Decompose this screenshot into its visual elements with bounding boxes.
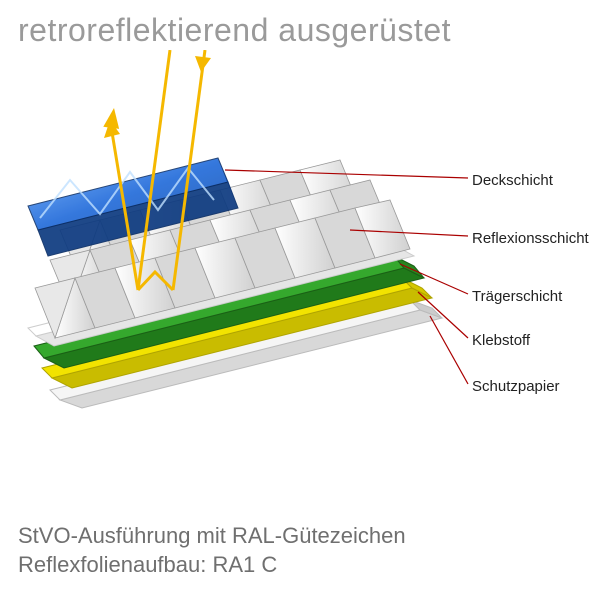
label-traegerschicht: Trägerschicht <box>472 288 562 305</box>
footer-text: StVO-Ausführung mit RAL-Gütezeichen Refl… <box>18 521 406 580</box>
footer-line-2: Reflexfolienaufbau: RA1 C <box>18 550 406 580</box>
label-klebstoff: Klebstoff <box>472 332 530 349</box>
label-reflexionsschicht: Reflexionsschicht <box>472 230 589 247</box>
label-schutzpapier: Schutzpapier <box>472 378 560 395</box>
page-title: retroreflektierend ausgerüstet <box>18 12 451 49</box>
footer-line-1: StVO-Ausführung mit RAL-Gütezeichen <box>18 521 406 551</box>
label-deckschicht: Deckschicht <box>472 172 553 189</box>
layer-diagram <box>0 50 600 500</box>
